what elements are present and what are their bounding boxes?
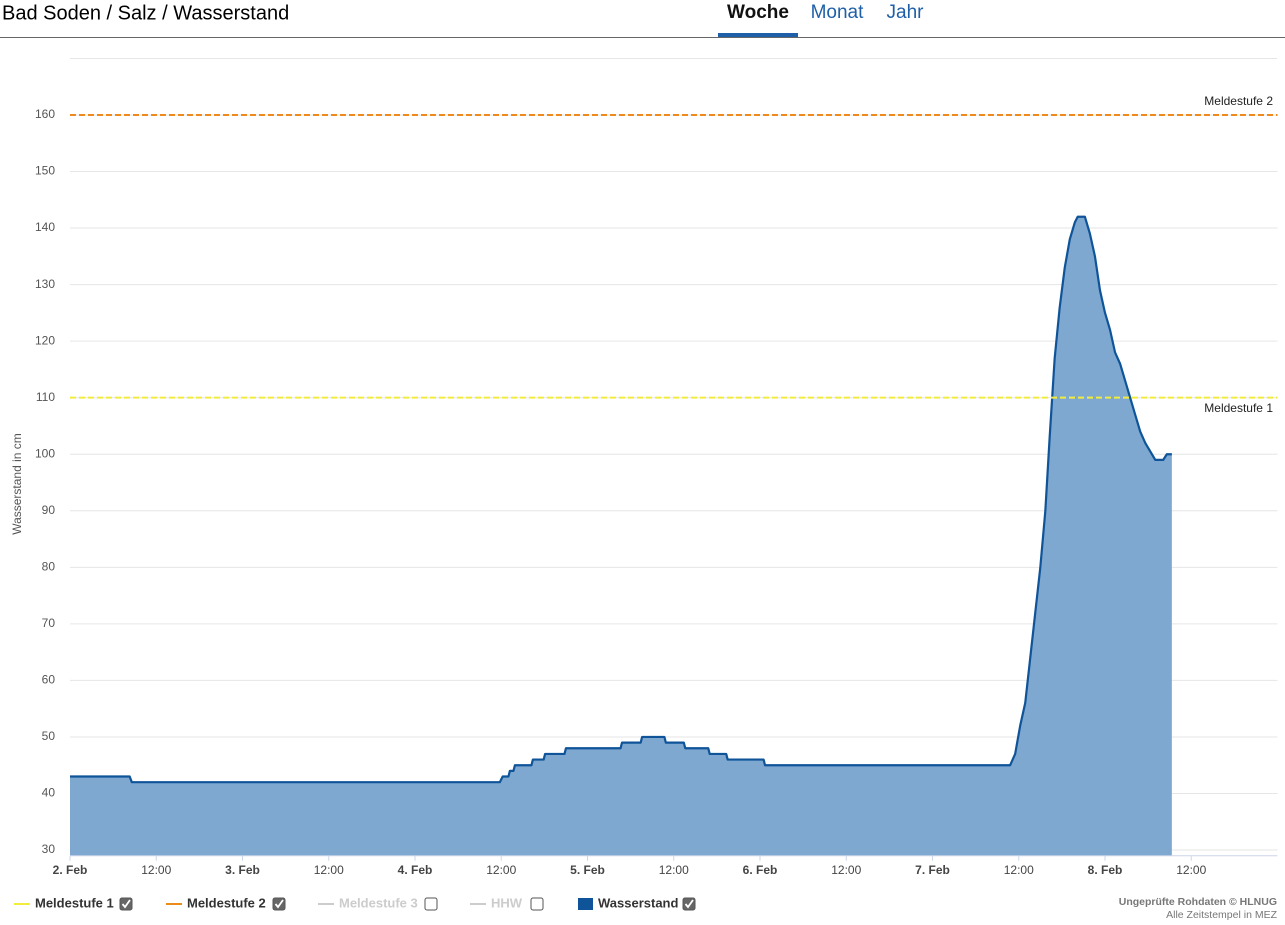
- checkmark: [274, 899, 284, 909]
- x-tick-label: 12:00: [831, 863, 861, 877]
- legend-checkbox[interactable]: [424, 897, 438, 911]
- threshold-label: Meldestufe 1: [1204, 401, 1273, 415]
- x-tick-label: 12:00: [314, 863, 344, 877]
- y-tick-label: 140: [35, 220, 55, 234]
- x-tick-label: 7. Feb: [915, 863, 950, 877]
- legend-label[interactable]: Meldestufe 2: [187, 895, 266, 910]
- y-tick-label: 160: [35, 107, 55, 121]
- x-tick-label: 12:00: [659, 863, 689, 877]
- y-tick-label: 120: [35, 333, 55, 347]
- area-fill: [70, 216, 1172, 856]
- x-tick-label: 4. Feb: [398, 863, 433, 877]
- x-tick-label: 12:00: [486, 863, 516, 877]
- y-axis-title: Wasserstand in cm: [10, 433, 24, 535]
- y-tick-label: 130: [35, 277, 55, 291]
- checkmark: [121, 899, 131, 909]
- y-tick-label: 60: [42, 673, 56, 687]
- x-tick-label: 12:00: [141, 863, 171, 877]
- y-tick-label: 70: [42, 616, 56, 630]
- legend-label[interactable]: HHW: [491, 895, 523, 910]
- legend-swatch: [578, 898, 593, 910]
- area-line: [70, 215, 1172, 784]
- y-tick-label: 50: [42, 729, 56, 743]
- legend-label[interactable]: Meldestufe 1: [35, 895, 114, 910]
- credit: Ungeprüfte Rohdaten © HLNUG: [1119, 896, 1277, 908]
- y-tick-label: 100: [35, 446, 55, 460]
- x-tick-label: 6. Feb: [743, 863, 778, 877]
- legend-checkbox[interactable]: [272, 897, 286, 911]
- page-title: Bad Soden / Salz / Wasserstand: [2, 2, 289, 24]
- legend-checkbox[interactable]: [119, 897, 133, 911]
- y-tick-label: 150: [35, 164, 55, 178]
- legend-checkbox[interactable]: [530, 897, 544, 911]
- y-tick-label: 80: [42, 559, 56, 573]
- legend-label[interactable]: Meldestufe 3: [339, 895, 418, 910]
- x-tick-label: 5. Feb: [570, 863, 605, 877]
- active-tab-underline: [718, 33, 798, 37]
- y-tick-label: 110: [36, 390, 55, 404]
- y-tick-label: 90: [42, 503, 56, 517]
- y-tick-label: 30: [42, 842, 56, 856]
- threshold-label: Meldestufe 2: [1204, 94, 1273, 108]
- x-tick-label: 12:00: [1176, 863, 1206, 877]
- x-tick-label: 12:00: [1004, 863, 1034, 877]
- x-tick-label: 8. Feb: [1088, 863, 1123, 877]
- x-tick-label: 2. Feb: [53, 863, 88, 877]
- tab[interactable]: Monat: [811, 2, 865, 23]
- y-tick-label: 40: [42, 786, 56, 800]
- credit: Alle Zeitstempel in MEZ: [1166, 909, 1277, 921]
- checkmark: [684, 899, 694, 909]
- tab[interactable]: Woche: [727, 2, 789, 23]
- legend-checkbox[interactable]: [682, 897, 696, 911]
- tab[interactable]: Jahr: [887, 2, 925, 23]
- x-tick-label: 3. Feb: [225, 863, 260, 877]
- legend-label[interactable]: Wasserstand: [598, 895, 678, 910]
